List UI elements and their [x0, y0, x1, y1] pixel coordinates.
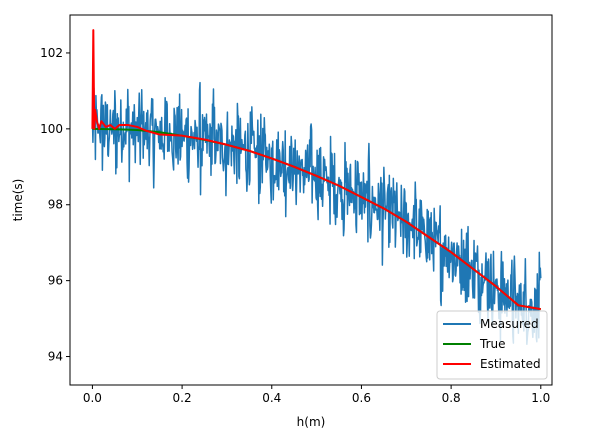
legend-label-true: True: [479, 337, 506, 351]
y-tick-label: 96: [48, 274, 63, 288]
x-tick-label: 0.2: [173, 391, 192, 405]
x-tick-label: 0.6: [352, 391, 371, 405]
x-axis-ticks: 0.0 0.2 0.4 0.6 0.8 1.0: [83, 385, 550, 405]
legend-label-measured: Measured: [480, 317, 539, 331]
x-tick-label: 0.8: [442, 391, 461, 405]
series-line-measured: [91, 81, 542, 346]
x-tick-label: 0.0: [83, 391, 102, 405]
plot-frame: [69, 14, 553, 386]
y-axis-ticks: 94 96 98 100 102: [40, 46, 70, 364]
x-tick-label: 1.0: [531, 391, 550, 405]
y-tick-label: 100: [40, 122, 63, 136]
x-tick-label: 0.4: [262, 391, 281, 405]
series-layer: [91, 29, 542, 346]
y-tick-label: 98: [48, 198, 63, 212]
legend-label-estimated: Estimated: [480, 357, 541, 371]
y-tick-label: 94: [48, 350, 63, 364]
y-tick-label: 102: [40, 46, 63, 60]
x-axis-label: h(m): [297, 415, 326, 429]
y-axis-label: time(s): [11, 179, 25, 222]
legend: Measured True Estimated: [436, 310, 548, 380]
legend-box: [436, 310, 548, 380]
series-line-estimated: [91, 29, 541, 311]
